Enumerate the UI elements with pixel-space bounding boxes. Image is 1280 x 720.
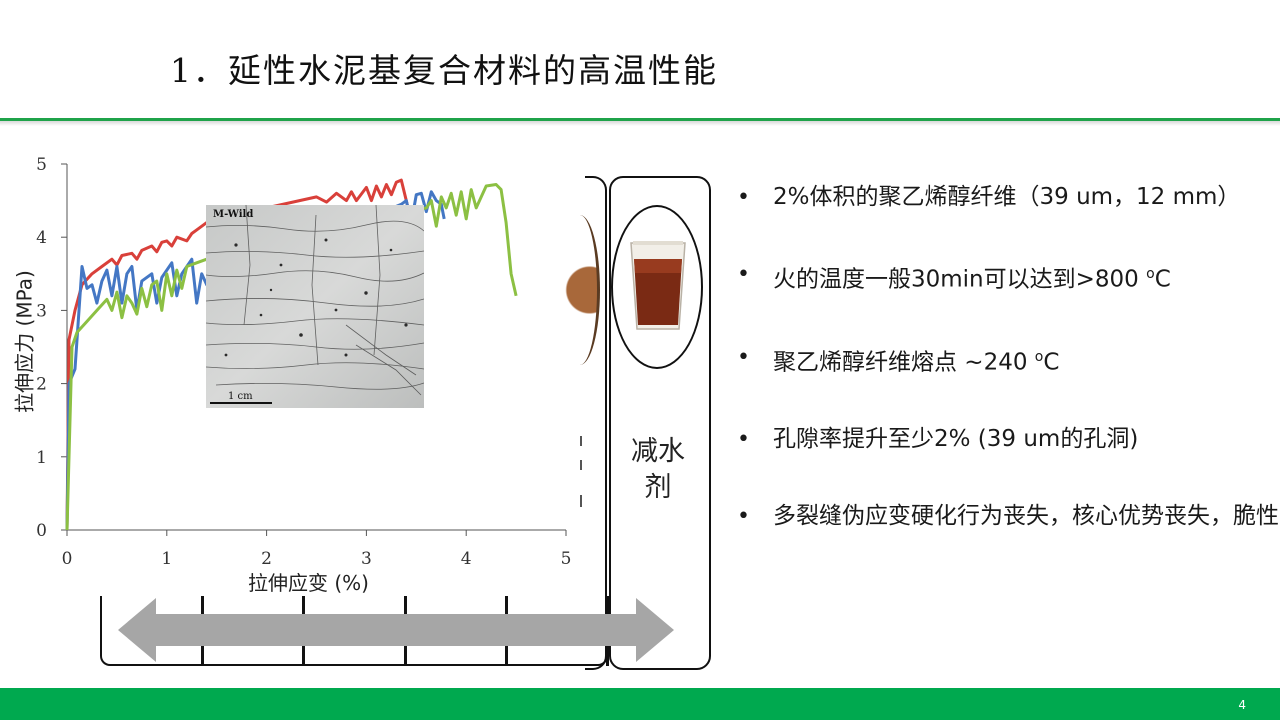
additive-label-line2: 剂 xyxy=(644,472,672,503)
chart-y-tick-label: 5 xyxy=(36,155,47,175)
additive-label-line1: 减水 xyxy=(631,436,685,467)
bullet-text-post: C xyxy=(1043,349,1060,376)
chart-y-axis-label: 拉伸应力 (MPa) xyxy=(12,270,37,413)
micrograph-sample-label: M-Wild xyxy=(213,209,254,220)
bullet-list: 2%体积的聚乙烯醇纤维（39 um，12 mm） 火的温度一般30min可以达到… xyxy=(733,182,1280,578)
bullet-text-post: C xyxy=(1154,266,1171,293)
chart-y-tick-label: 4 xyxy=(36,228,47,248)
beaker-oval xyxy=(611,205,703,369)
double-arrow-icon xyxy=(118,598,674,662)
chart-x-axis-label: 拉伸应变 (%) xyxy=(248,571,369,595)
chart-y-tick-label: 2 xyxy=(36,375,47,395)
bullet-text: 2%体积的聚乙烯醇纤维（39 um，12 mm） xyxy=(773,184,1241,210)
bullet-text: 孔隙率提升至少2% (39 um的孔洞) xyxy=(773,426,1139,453)
beaker-icon xyxy=(630,241,686,330)
partial-box-tick xyxy=(580,436,582,446)
title-divider xyxy=(0,118,1280,121)
additive-label: 减水 剂 xyxy=(618,434,698,506)
bullet-text: 多裂缝伪应变硬化行为丧失，核心优势丧失，脆性 xyxy=(773,503,1279,530)
chart-series-line-1 xyxy=(65,178,413,531)
bullet-item: 孔隙率提升至少2% (39 um的孔洞) xyxy=(733,424,1280,455)
stress-strain-chart: 0 1 2 3 4 5 0 1 2 3 4 5 xyxy=(0,140,600,600)
chart-x-tick-label: 5 xyxy=(561,549,572,569)
bullet-text: 聚乙烯醇纤维熔点 ~240 xyxy=(773,349,1035,376)
chart-y-tick-label: 0 xyxy=(36,521,47,541)
footer-bar: 4 xyxy=(0,688,1280,720)
micrograph-scale-bar xyxy=(210,402,272,404)
chart-y-tick-label: 1 xyxy=(36,448,47,468)
chart-y-tick-label: 3 xyxy=(36,301,47,321)
partial-box-frame xyxy=(585,176,607,670)
bullet-text: 火的温度一般30min可以达到>800 xyxy=(773,266,1147,293)
micrograph-scale-text: 1 cm xyxy=(228,391,253,402)
bullet-sup: o xyxy=(1146,266,1155,282)
title-divider-shadow xyxy=(0,121,1280,126)
bullet-item: 火的温度一般30min可以达到>800 oC xyxy=(733,259,1280,296)
bullet-sup: o xyxy=(1034,348,1044,365)
crack-pattern-graphic xyxy=(206,205,424,408)
partial-box-tick-2 xyxy=(580,460,582,470)
bullet-item: 多裂缝伪应变硬化行为丧失，核心优势丧失，脆性 xyxy=(733,501,1280,532)
chart-x-tick-label: 3 xyxy=(361,549,372,569)
chart-x-tick-label: 0 xyxy=(62,549,73,569)
partial-oval-edge xyxy=(560,215,600,365)
chart-series-line-3 xyxy=(65,183,518,531)
crack-micrograph-image: M-Wild 1 cm xyxy=(206,205,424,408)
slide-title: 1．延性水泥基复合材料的高温性能 xyxy=(170,51,718,90)
bullet-item: 2%体积的聚乙烯醇纤维（39 um，12 mm） xyxy=(733,182,1280,213)
chart-svg: 0 1 2 3 4 5 0 1 2 3 4 5 xyxy=(36,155,572,569)
chart-x-tick-label: 2 xyxy=(261,549,272,569)
page-number: 4 xyxy=(1238,698,1246,712)
chart-x-tick-label: 1 xyxy=(161,549,172,569)
bullet-item: 聚乙烯醇纤维熔点 ~240 oC xyxy=(733,342,1280,379)
partial-box-tick-3 xyxy=(580,495,582,507)
additive-box xyxy=(609,176,711,670)
chart-x-tick-label: 4 xyxy=(461,549,472,569)
